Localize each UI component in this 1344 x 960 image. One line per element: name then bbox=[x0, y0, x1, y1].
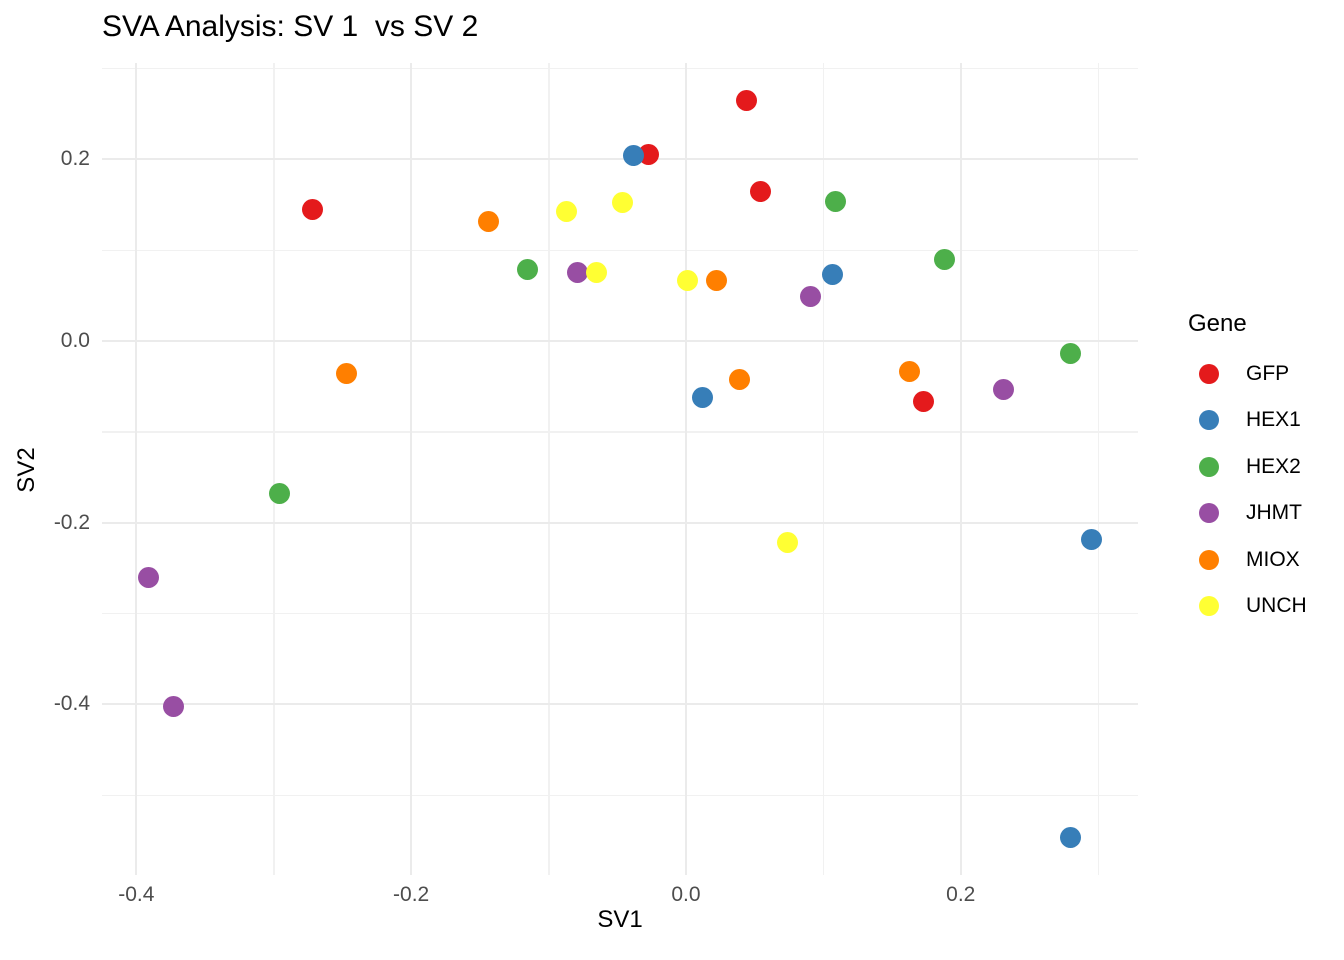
data-point-gfp bbox=[735, 89, 757, 111]
x-major-gridline bbox=[410, 63, 413, 875]
x-tick-label: 0.0 bbox=[671, 883, 701, 906]
legend-marker-hex2 bbox=[1199, 456, 1219, 477]
y-tick-label: 0.2 bbox=[60, 147, 90, 171]
legend-marker-miox bbox=[1199, 549, 1219, 570]
y-minor-gridline bbox=[102, 612, 1138, 615]
x-minor-gridline bbox=[548, 63, 550, 875]
x-major-gridline bbox=[135, 63, 138, 875]
y-tick-label: -0.2 bbox=[53, 510, 90, 534]
y-axis-title: SV2 bbox=[13, 447, 40, 493]
data-point-jhmt bbox=[800, 285, 822, 307]
x-tick-label: 0.2 bbox=[946, 883, 976, 906]
legend-label-unch: UNCH bbox=[1246, 594, 1307, 617]
data-point-jhmt bbox=[566, 262, 588, 284]
legend-marker-gfp bbox=[1199, 364, 1219, 384]
y-tick-label: 0.0 bbox=[60, 328, 90, 352]
data-point-jhmt bbox=[138, 566, 160, 588]
y-major-gridline bbox=[102, 158, 1138, 161]
legend-label-hex1: HEX1 bbox=[1246, 408, 1301, 432]
y-major-gridline bbox=[102, 703, 1138, 706]
chart-title: SVA Analysis: SV 1 vs SV 2 bbox=[102, 10, 479, 43]
x-minor-gridline bbox=[273, 63, 275, 875]
x-major-gridline bbox=[959, 63, 962, 875]
data-point-miox bbox=[336, 363, 358, 385]
data-point-hex1 bbox=[1080, 529, 1102, 551]
data-point-miox bbox=[899, 361, 921, 383]
data-point-hex2 bbox=[268, 483, 290, 505]
data-point-hex1 bbox=[623, 145, 645, 167]
x-tick-label: -0.2 bbox=[393, 883, 430, 906]
data-point-unch bbox=[777, 532, 799, 554]
data-point-gfp bbox=[749, 181, 771, 203]
legend-marker-unch bbox=[1199, 596, 1219, 616]
legend-marker-hex1 bbox=[1199, 410, 1219, 431]
data-point-miox bbox=[477, 211, 499, 233]
data-point-gfp bbox=[913, 391, 935, 413]
data-point-jhmt bbox=[992, 378, 1014, 400]
y-tick-label: -0.4 bbox=[53, 692, 90, 716]
data-point-hex2 bbox=[1060, 343, 1082, 365]
data-point-hex1 bbox=[691, 386, 713, 408]
y-minor-gridline bbox=[102, 249, 1138, 252]
y-minor-gridline bbox=[102, 67, 1138, 70]
y-major-gridline bbox=[102, 521, 1138, 524]
data-point-unch bbox=[555, 201, 577, 223]
legend-label-gfp: GFP bbox=[1246, 362, 1290, 385]
y-minor-gridline bbox=[102, 794, 1138, 797]
legend-label-jhmt: JHMT bbox=[1246, 501, 1302, 525]
data-point-unch bbox=[612, 192, 634, 214]
data-point-hex2 bbox=[825, 191, 847, 213]
data-point-jhmt bbox=[162, 696, 184, 718]
y-minor-gridline bbox=[102, 431, 1138, 433]
data-point-hex2 bbox=[933, 248, 955, 270]
legend-label-hex2: HEX2 bbox=[1246, 454, 1301, 478]
data-point-unch bbox=[586, 262, 608, 284]
x-tick-label: -0.4 bbox=[118, 883, 155, 906]
x-axis-title: SV1 bbox=[597, 906, 643, 933]
data-point-miox bbox=[705, 269, 727, 291]
plot-panel bbox=[102, 63, 1138, 875]
legend-marker-jhmt bbox=[1199, 503, 1219, 524]
data-point-miox bbox=[729, 369, 751, 391]
data-point-gfp bbox=[638, 144, 660, 166]
legend-title: Gene bbox=[1188, 310, 1247, 337]
legend-label-miox: MIOX bbox=[1246, 547, 1300, 571]
data-point-hex1 bbox=[822, 264, 844, 286]
data-point-hex2 bbox=[517, 258, 539, 280]
x-minor-gridline bbox=[822, 63, 825, 875]
x-minor-gridline bbox=[1097, 63, 1100, 875]
data-point-gfp bbox=[301, 198, 323, 220]
data-point-unch bbox=[676, 269, 698, 291]
y-major-gridline bbox=[102, 339, 1138, 342]
x-major-gridline bbox=[684, 63, 687, 875]
data-point-hex1 bbox=[1060, 827, 1082, 849]
